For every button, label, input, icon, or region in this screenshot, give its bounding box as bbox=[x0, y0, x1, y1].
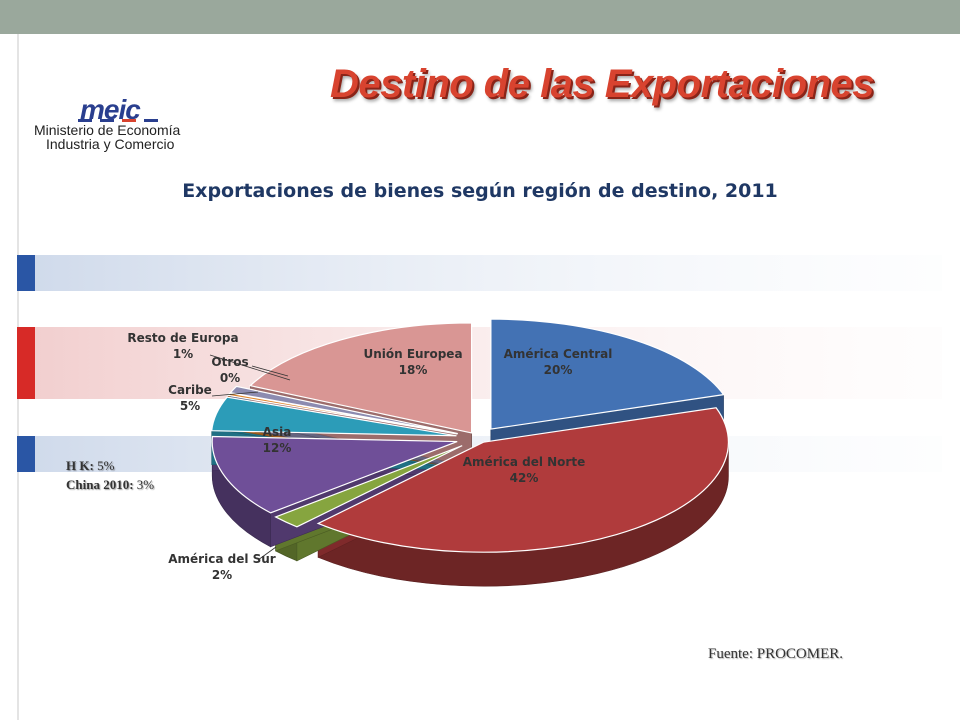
slice-label-america-del-norte: América del Norte bbox=[463, 455, 585, 469]
slice-value-america-central: 20% bbox=[544, 363, 573, 377]
note-box: H K: 5% China 2010: 3% bbox=[66, 456, 154, 494]
flag-bands bbox=[17, 255, 942, 472]
slice-value-union-europea: 18% bbox=[399, 363, 428, 377]
slice-value-america-del-norte: 42% bbox=[510, 471, 539, 485]
leader-line-resto-de-europa bbox=[209, 354, 291, 381]
slice-label-asia: Asia bbox=[263, 425, 292, 439]
leader-line-america-del-sur bbox=[257, 546, 277, 561]
slice-value-caribe: 5% bbox=[180, 399, 200, 413]
slice-value-asia: 12% bbox=[263, 441, 292, 455]
slice-value-america-del-sur: 2% bbox=[212, 568, 232, 582]
logo-line-2: Industria y Comercio bbox=[46, 136, 175, 152]
slice-label-caribe: Caribe bbox=[168, 383, 212, 397]
slice-label-resto-de-europa: Resto de Europa bbox=[127, 331, 238, 345]
logo-line-1: Ministerio de Economía bbox=[34, 122, 181, 138]
pie-slice-america-del-norte bbox=[316, 407, 730, 553]
chart-title: Exportaciones de bienes según región de … bbox=[182, 180, 778, 202]
pie-slice-asia bbox=[211, 435, 458, 514]
source-value: PROCOMER. bbox=[756, 646, 844, 662]
pie-slices bbox=[211, 318, 730, 587]
slice-value-resto-de-europa: 1% bbox=[173, 347, 193, 361]
note-china: China 2010: 3% bbox=[66, 477, 155, 492]
leader-line-caribe bbox=[211, 391, 259, 397]
slice-value-otros: 0% bbox=[220, 371, 240, 385]
logo-dashes-icon bbox=[78, 119, 158, 122]
source-note: Fuente: PROCOMER. bbox=[708, 646, 843, 663]
pie-labels: América Central 20% América del Norte 42% Am… bbox=[127, 331, 612, 582]
pie-slice-caribe bbox=[211, 396, 457, 437]
source-label: Fuente: bbox=[708, 646, 757, 662]
note-hk: H K: 5% bbox=[66, 458, 115, 473]
slice-label-union-europea: Unión Europea bbox=[363, 347, 462, 361]
pie-slice-resto-de-europa bbox=[229, 385, 458, 435]
pie-slice-america-central bbox=[490, 318, 725, 430]
slice-label-america-del-sur: América del Sur bbox=[168, 552, 276, 566]
leader-line-otros bbox=[251, 365, 289, 377]
pie-slice-america-del-sur bbox=[274, 445, 463, 528]
slide-title: Destino de las Exportaciones bbox=[330, 62, 874, 106]
top-bar bbox=[0, 0, 960, 34]
slice-label-america-central: América Central bbox=[504, 347, 613, 361]
meic-logo: meic Ministerio de Economía Industria y … bbox=[34, 94, 234, 154]
pie-slice-union-europea bbox=[249, 322, 473, 434]
